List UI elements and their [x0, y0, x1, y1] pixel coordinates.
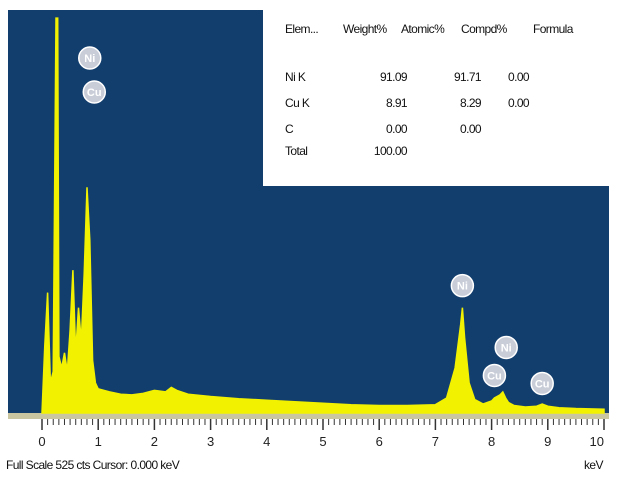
quantification-table: Elem... Weight% Atomic% Compd% Formula N… — [263, 0, 617, 186]
cell-element: Total — [285, 144, 308, 158]
axis-unit-label: keV — [584, 458, 603, 472]
spectrum-trace-group — [41, 17, 605, 414]
cell-weight: 8.91 — [386, 96, 408, 110]
peak-label-badge — [82, 80, 107, 104]
x-tick-label: 10 — [590, 434, 604, 449]
table-header-row: Elem... Weight% Atomic% Compd% Formula — [263, 22, 617, 38]
cell-compd: 0.00 — [508, 96, 530, 110]
x-tick-label: 0 — [38, 434, 45, 449]
cell-atomic: 0.00 — [460, 122, 482, 136]
peak-label-badge — [494, 335, 518, 360]
x-tick-label: 6 — [376, 434, 383, 449]
status-footer: Full Scale 525 cts Cursor: 0.000 keV keV — [0, 458, 617, 476]
table-row: Cu K 8.91 8.29 0.00 — [263, 96, 617, 110]
x-tick-label: 8 — [488, 434, 495, 449]
plot-baseline-strip — [8, 413, 609, 419]
table-row: Ni K 91.09 91.71 0.00 — [263, 70, 617, 84]
peak-label-badge — [530, 371, 554, 396]
cell-weight: 91.09 — [379, 70, 408, 84]
scale-cursor-readout: Full Scale 525 cts Cursor: 0.000 keV — [6, 458, 180, 472]
peak-label-badge — [78, 46, 102, 70]
table-row: Total 100.00 — [263, 144, 617, 158]
x-axis-ticks: 0 1 2 3 4 5 6 7 8 9 10 — [38, 419, 605, 449]
peak-label-text: Ni — [501, 342, 512, 354]
peak-label-badge — [482, 363, 507, 388]
cell-element: Cu K — [285, 96, 310, 110]
peak-labels: Ni Cu Ni Ni Cu Cu — [78, 46, 554, 396]
peak-label-text: Cu — [535, 378, 550, 390]
peak-label-text: Ni — [84, 53, 95, 65]
x-tick-label: 1 — [95, 434, 102, 449]
x-tick-label: 9 — [544, 434, 551, 449]
cell-compd: 0.00 — [508, 70, 530, 84]
x-tick-label: 4 — [263, 434, 270, 449]
cell-weight: 0.00 — [386, 122, 408, 136]
table-row: C 0.00 0.00 — [263, 122, 617, 136]
peak-label-badge — [450, 273, 475, 298]
header-formula: Formula — [533, 22, 573, 36]
cell-weight: 100.00 — [373, 144, 408, 158]
cell-element: C — [285, 122, 294, 136]
header-compd: Compd% — [461, 22, 507, 36]
cell-atomic: 91.71 — [453, 70, 482, 84]
peak-label-text: Cu — [87, 87, 102, 99]
x-tick-label: 2 — [151, 434, 158, 449]
peak-label-text: Cu — [487, 370, 502, 382]
x-tick-label: 7 — [432, 434, 439, 449]
header-weight: Weight% — [343, 22, 387, 36]
spectrum-trace — [41, 17, 605, 414]
x-tick-label: 3 — [207, 434, 214, 449]
peak-label-text: Ni — [457, 281, 468, 293]
cell-element: Ni K — [285, 70, 306, 84]
header-atomic: Atomic% — [401, 22, 445, 36]
x-tick-label: 5 — [319, 434, 326, 449]
cell-atomic: 8.29 — [460, 96, 482, 110]
header-element: Elem... — [285, 22, 319, 36]
